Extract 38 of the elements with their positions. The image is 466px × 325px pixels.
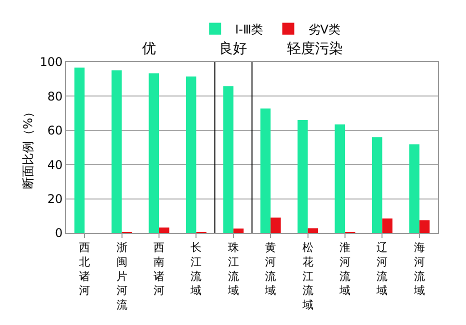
- x-tick-label: 黄河流域: [264, 241, 276, 298]
- y-tick-label: 80: [47, 89, 63, 104]
- x-tick-label: 长江流域: [190, 241, 202, 298]
- x-tick-label: 浙闽片河流: [116, 241, 128, 312]
- y-axis-title: 断面比例（%）: [21, 106, 35, 190]
- text: 良好: [219, 41, 247, 57]
- y-tick-label: 100: [40, 55, 63, 70]
- x-tick-label: 珠江流域: [226, 241, 239, 298]
- text: 优: [142, 41, 156, 57]
- bar: [223, 86, 234, 233]
- y-tick-label: 0: [54, 226, 63, 240]
- bar: [372, 137, 382, 233]
- x-tick-label: 西北诸河: [79, 241, 90, 298]
- text: 轻度污染: [287, 41, 343, 57]
- bar: [186, 76, 196, 233]
- x-tick-label: 松花江流域: [301, 241, 314, 312]
- y-tick-label: 60: [47, 124, 63, 138]
- bar: [308, 228, 318, 233]
- bar: [260, 108, 271, 233]
- bar: [270, 218, 281, 233]
- bar: [148, 73, 159, 233]
- bar: [159, 228, 170, 233]
- legend-label: 劣Ⅴ类: [308, 22, 340, 36]
- y-tick-label: 40: [47, 158, 63, 172]
- x-tick-label: 海河流域: [412, 241, 425, 298]
- x-tick-label: 西南诸河: [154, 241, 164, 298]
- x-tick-label: 辽河流域: [376, 241, 388, 298]
- bar: [334, 124, 345, 233]
- x-tick-label: 淮河流域: [338, 241, 350, 298]
- bar: [419, 220, 430, 233]
- bar: [74, 68, 85, 233]
- bar: [112, 70, 122, 233]
- bar: [382, 218, 392, 233]
- bar: [298, 120, 308, 233]
- y-tick-label: 20: [47, 192, 63, 206]
- bar: [409, 144, 420, 233]
- bar: [233, 228, 244, 233]
- legend-label: Ⅰ-Ⅲ类: [235, 22, 264, 36]
